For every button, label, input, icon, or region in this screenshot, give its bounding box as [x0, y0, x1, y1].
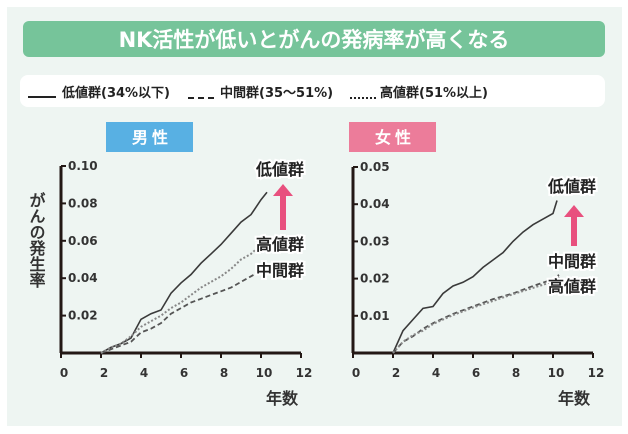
y-tick-label: 0.10 [68, 159, 98, 173]
legend [20, 75, 605, 107]
y-tick-label: 0.01 [360, 309, 390, 323]
x-tick-label: 6 [180, 366, 188, 380]
x-tick-label: 0 [60, 366, 68, 380]
y-tick-label: 0.08 [68, 196, 98, 210]
series-line-solid [392, 200, 558, 354]
male-annotation-high: 高値群 [256, 235, 304, 254]
male-label: 男性 [132, 128, 172, 147]
male-annotation-low: 低値群 [255, 160, 304, 179]
y-tick-label: 0.02 [68, 309, 98, 323]
x-tick-label: 2 [392, 366, 400, 380]
x-tick-label: 0 [352, 366, 360, 380]
y-tick-label: 0.03 [360, 234, 390, 248]
male-x-axis-label: 年数 [266, 389, 299, 408]
male-arrow-icon [273, 184, 293, 230]
title-bar [23, 21, 605, 57]
y-tick-label: 0.06 [68, 234, 98, 248]
female-x-axis-label: 年数 [558, 389, 591, 408]
x-tick-label: 6 [472, 366, 480, 380]
female-annotation-high: 高値群 [548, 277, 596, 296]
series-line-dotted [392, 275, 560, 354]
male-chart: 0 2 4 6 8 10 12 0.02 0.04 0.06 0.08 0.10 [59, 159, 313, 380]
x-tick-label: 12 [588, 366, 605, 380]
series-line-dashed [100, 266, 268, 354]
y-tick-label: 0.02 [360, 272, 390, 286]
background-panel [7, 7, 622, 426]
x-tick-label: 4 [140, 366, 148, 380]
x-tick-label: 10 [256, 366, 273, 380]
x-tick-label: 2 [100, 366, 108, 380]
female-arrow-icon [564, 205, 584, 246]
x-tick-label: 12 [296, 366, 313, 380]
series-line-dotted [100, 238, 268, 354]
male-label-box [106, 122, 193, 152]
legend-label-low: 低値群(34%以下) [61, 85, 170, 101]
y-tick-label: 0.04 [68, 271, 98, 285]
x-tick-label: 10 [548, 366, 565, 380]
y-tick-label: 0.05 [360, 160, 390, 174]
x-tick-label: 8 [512, 366, 520, 380]
y-axis-label: がんの発生率 [27, 191, 47, 289]
x-tick-label: 4 [432, 366, 440, 380]
title: NK活性が低いとがんの発病率が高くなる [119, 28, 510, 52]
y-tick-label: 0.04 [360, 197, 390, 211]
female-annotation-mid: 中間群 [548, 252, 596, 271]
series-line-solid [100, 191, 268, 354]
male-annotation-mid: 中間群 [256, 261, 304, 280]
legend-label-mid: 中間群(35〜51%) [220, 85, 333, 101]
female-label: 女性 [375, 128, 415, 147]
legend-label-high: 高値群(51%以上) [380, 85, 488, 101]
x-tick-label: 8 [220, 366, 228, 380]
female-annotation-low: 低値群 [547, 177, 596, 196]
female-chart: 0 2 4 6 8 10 12 0.01 0.02 0.03 0.04 0.05 [351, 160, 605, 380]
female-label-box [349, 122, 436, 152]
